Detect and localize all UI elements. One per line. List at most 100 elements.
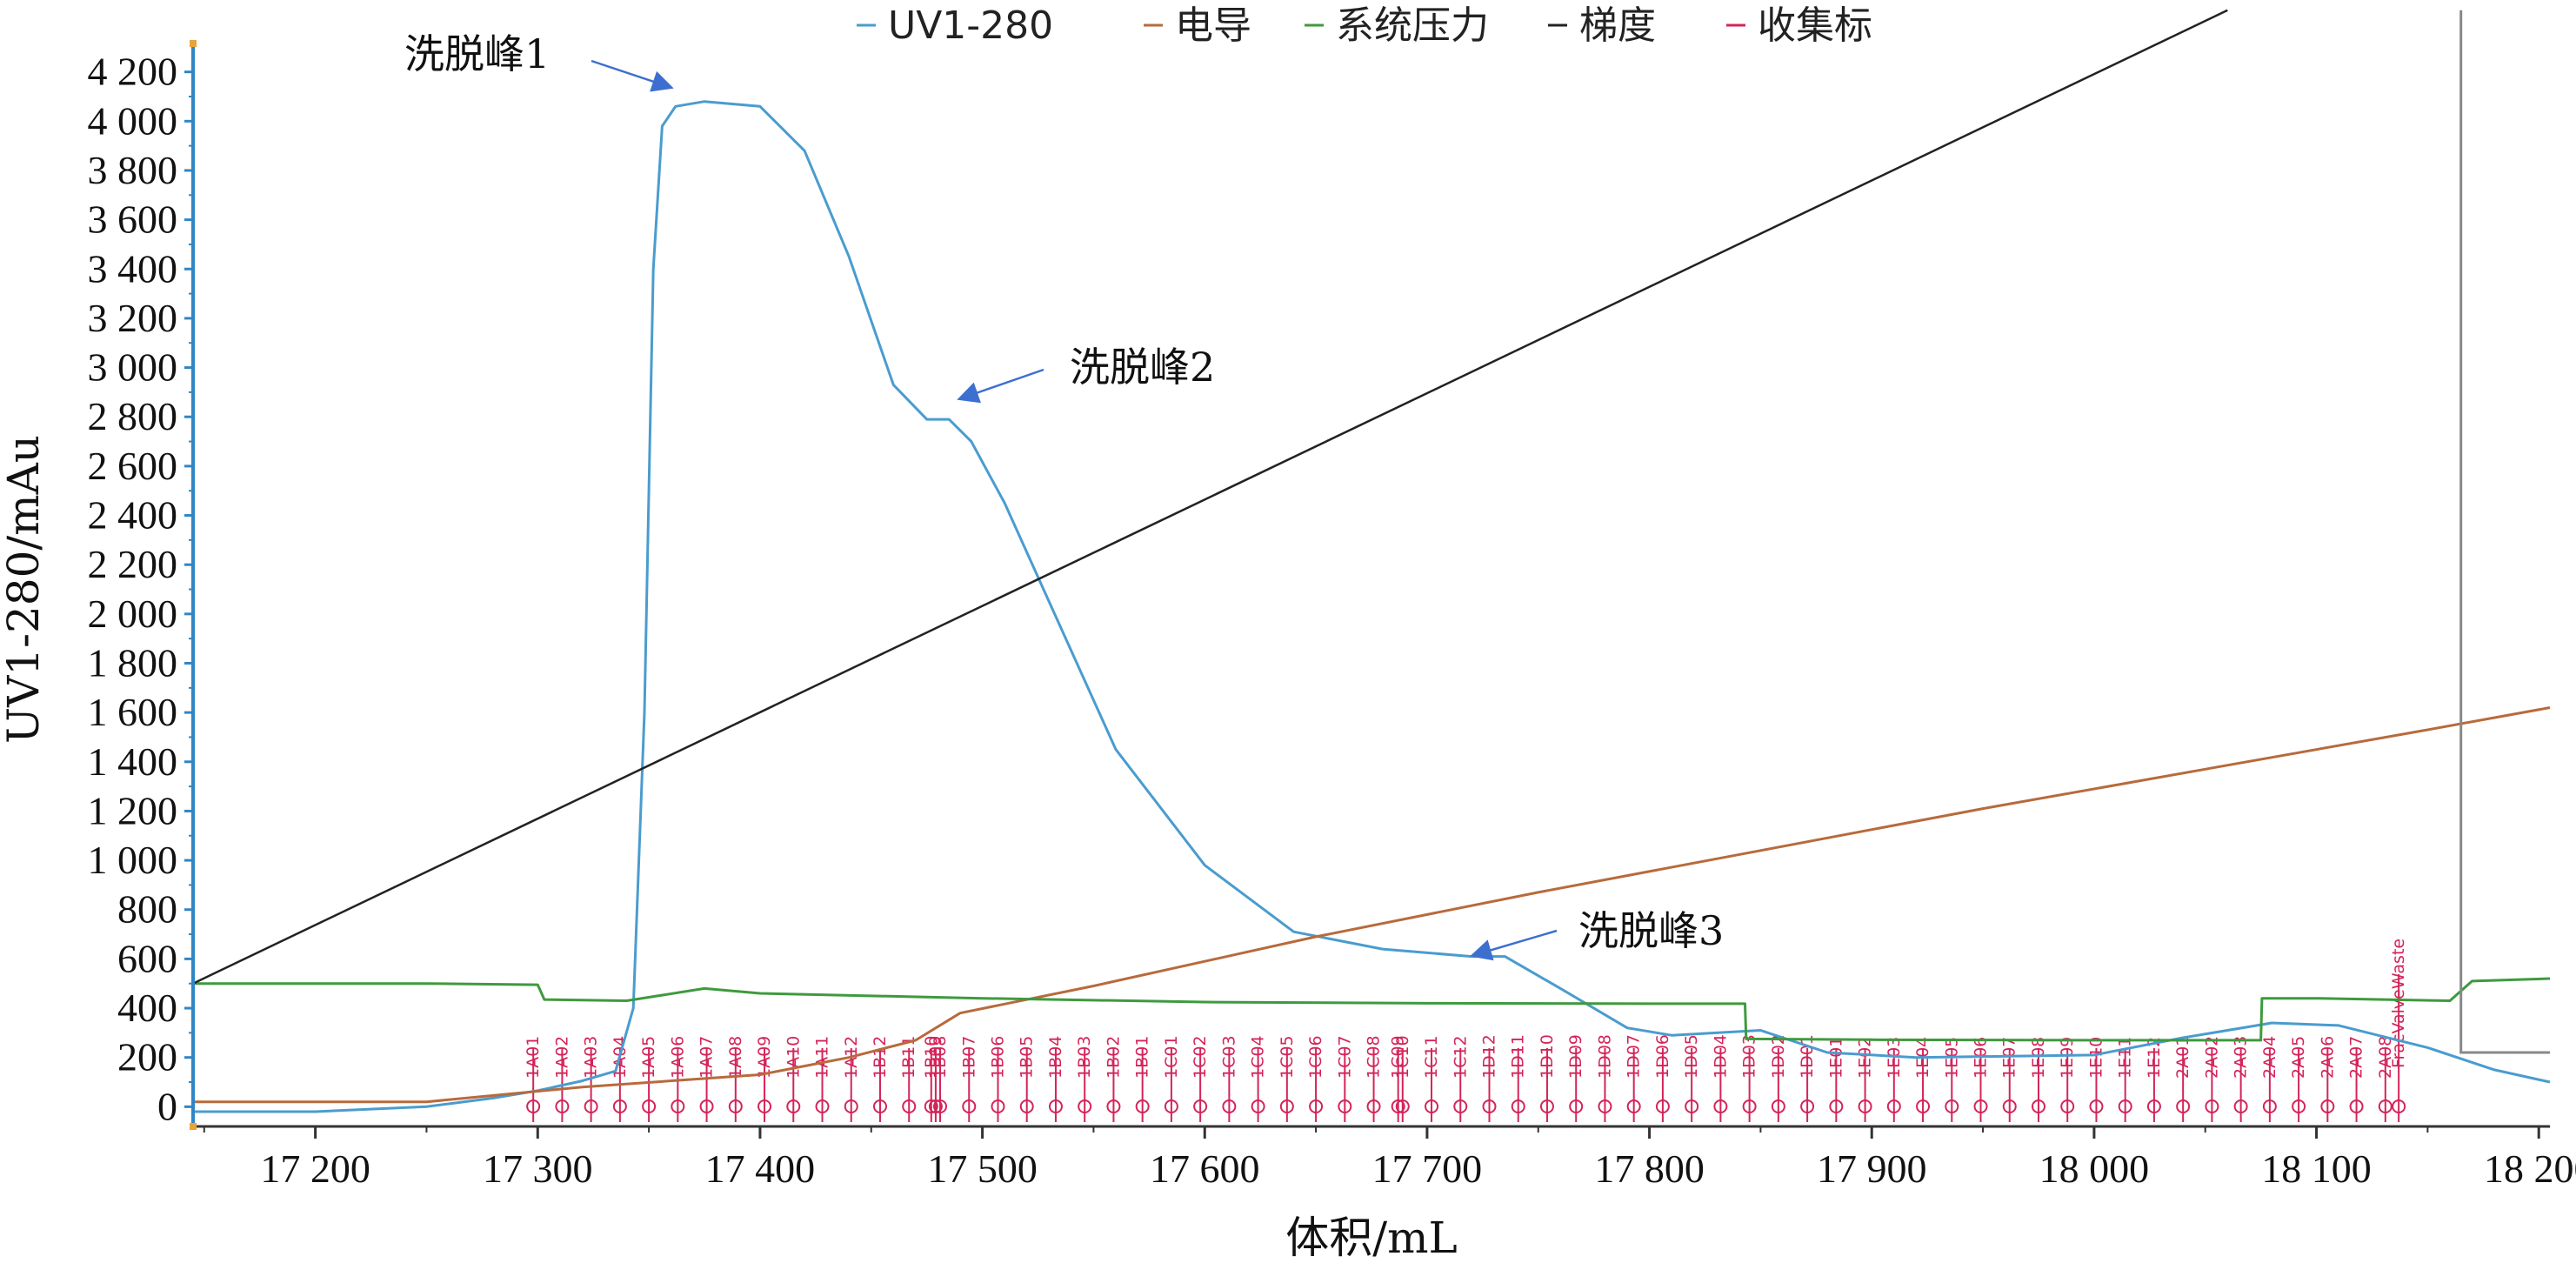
fraction-circle <box>1279 1099 1294 1113</box>
fraction-marker: 2A08 <box>2376 1036 2395 1122</box>
fraction-circle <box>612 1099 627 1113</box>
fraction-marker: 1B12 <box>871 1036 890 1122</box>
fraction-marker: 1B01 <box>1133 1036 1152 1122</box>
fraction-label: 1C06 <box>1306 1035 1325 1079</box>
fraction-label: 1C11 <box>1422 1035 1441 1079</box>
fraction-circle <box>1019 1099 1034 1113</box>
fraction-circle <box>962 1099 977 1113</box>
fraction-circle <box>526 1099 541 1113</box>
fraction-circle <box>642 1099 657 1113</box>
fraction-circle <box>2089 1099 2104 1113</box>
series-lines <box>192 9 2551 1113</box>
fraction-circle <box>584 1099 598 1113</box>
peak-annotation-arrow <box>957 368 1044 404</box>
fraction-circle <box>1511 1099 1525 1113</box>
peak-annotation-label: 洗脱峰3 <box>1578 907 1724 954</box>
fraction-marker: 1E06 <box>1972 1037 1991 1122</box>
fraction-circle <box>2378 1099 2392 1113</box>
injection-marker-line <box>2459 10 2550 1054</box>
fraction-circle <box>1858 1099 1872 1113</box>
fraction-marker: 1C04 <box>1249 1035 1268 1122</box>
fraction-circle <box>1391 1099 1405 1113</box>
fraction-label: 1E01 <box>1826 1037 1845 1079</box>
y-tick-label: 1 600 <box>88 690 178 734</box>
fraction-label: FracValveWaste <box>2389 939 2408 1068</box>
fraction-label: 1A11 <box>813 1036 832 1079</box>
fraction-label: 1C10 <box>1393 1035 1412 1079</box>
y-tick-label: 600 <box>117 936 177 980</box>
fraction-circle <box>933 1099 948 1113</box>
fraction-circle <box>1193 1099 1208 1113</box>
fraction-circle <box>1713 1099 1728 1113</box>
fraction-marker: 1C03 <box>1219 1035 1238 1122</box>
fraction-label: 1A08 <box>726 1036 745 1079</box>
fraction-marker: 1A01 <box>524 1036 543 1122</box>
fraction-marker: 1E09 <box>2058 1037 2077 1122</box>
fraction-circle <box>1886 1099 1901 1113</box>
fraction-label: 1E08 <box>2029 1037 2048 1079</box>
peak-annotation-label: 洗脱峰2 <box>1070 344 1215 391</box>
y-tick-label: 4 000 <box>88 98 178 143</box>
fraction-marker: 1D11 <box>1509 1034 1528 1122</box>
fraction-circle <box>1945 1099 1959 1113</box>
fraction-label: 1B03 <box>1075 1036 1094 1079</box>
y-tick-label: 1 000 <box>88 838 178 882</box>
fraction-label: 1E02 <box>1856 1037 1875 1079</box>
y-tick-label: 3 800 <box>88 148 178 192</box>
fraction-circle <box>2118 1099 2132 1113</box>
fraction-circle <box>1626 1099 1641 1113</box>
y-tick-label: 3 200 <box>88 296 178 340</box>
legend-label: UV1-280 <box>888 3 1053 48</box>
fraction-marker: 2A01 <box>2173 1036 2192 1122</box>
fraction-marker: 1E10 <box>2086 1037 2106 1122</box>
fraction-marker: 2A03 <box>2232 1036 2251 1122</box>
fraction-label: 2A02 <box>2202 1036 2221 1079</box>
fraction-circle <box>1685 1099 1699 1113</box>
fraction-label: 1B02 <box>1104 1036 1123 1079</box>
fraction-label: 1D05 <box>1682 1034 1701 1079</box>
fraction-label: 1E09 <box>2058 1037 2077 1079</box>
fraction-marker: 1B11 <box>899 1036 918 1122</box>
fraction-label: 1A10 <box>784 1036 803 1079</box>
fraction-circle <box>728 1099 743 1113</box>
peak-annotation: 洗脱峰3 <box>1470 907 1724 961</box>
fraction-label: 1D07 <box>1625 1034 1644 1079</box>
fraction-circle <box>1829 1099 1844 1113</box>
fraction-label: 1B07 <box>959 1036 978 1079</box>
fraction-label: 1B06 <box>988 1036 1007 1079</box>
fraction-marker: 1E07 <box>2000 1037 2019 1122</box>
fraction-marker: 1E04 <box>1913 1037 1932 1122</box>
fraction-marker: 1B08 <box>931 1036 950 1122</box>
fraction-marker: 2A05 <box>2289 1036 2308 1122</box>
fraction-marker: 1B06 <box>988 1036 1007 1122</box>
fraction-label: 1A01 <box>524 1036 543 1079</box>
fraction-label: 1C05 <box>1278 1035 1297 1079</box>
fraction-marker: 1A09 <box>755 1036 774 1122</box>
fraction-circle <box>928 1099 943 1113</box>
fraction-marker: 1E12 <box>2145 1037 2164 1122</box>
fraction-circle <box>815 1099 830 1113</box>
y-tick-label: 1 800 <box>88 640 178 685</box>
fraction-label: 1E07 <box>2000 1037 2019 1079</box>
fraction-circle <box>1482 1099 1497 1113</box>
x-tick-label: 18 000 <box>2039 1146 2150 1191</box>
fraction-label: 2A07 <box>2347 1036 2366 1079</box>
fraction-circle <box>1742 1099 1757 1113</box>
fraction-label: 1D08 <box>1595 1034 1614 1079</box>
y-tick-label: 3 600 <box>88 197 178 242</box>
fraction-circle <box>844 1099 858 1113</box>
fraction-circle <box>2392 1099 2406 1113</box>
fraction-circle <box>2233 1099 2248 1113</box>
y-tick-label: 2 400 <box>88 493 178 538</box>
fraction-markers: 1A01 1A02 1A03 1A04 1A05 1A06 1A07 1A08 1A09 1A10… <box>524 939 2408 1122</box>
fraction-label: 1C07 <box>1335 1035 1354 1079</box>
fraction-label: 2A05 <box>2289 1036 2308 1079</box>
fraction-label: 1A02 <box>552 1036 571 1079</box>
fraction-circle <box>1309 1099 1324 1113</box>
fraction-marker: 1D04 <box>1711 1034 1730 1122</box>
axis-corner-marker <box>190 1123 197 1130</box>
fraction-circle <box>2031 1099 2045 1113</box>
y-axis-title: UV1-280/mAu <box>0 435 49 744</box>
fraction-label: 1D12 <box>1480 1034 1499 1079</box>
y-tick-label: 2 600 <box>88 444 178 488</box>
